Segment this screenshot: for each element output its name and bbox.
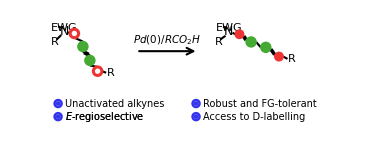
FancyArrowPatch shape — [139, 48, 193, 54]
Text: EWG: EWG — [51, 23, 78, 33]
Text: $E$-regioselective: $E$-regioselective — [65, 110, 145, 124]
Circle shape — [195, 102, 198, 105]
Text: EWG: EWG — [216, 23, 243, 33]
Text: R: R — [51, 37, 59, 47]
Circle shape — [57, 115, 60, 118]
Circle shape — [195, 115, 198, 118]
Circle shape — [78, 42, 88, 51]
Circle shape — [192, 113, 200, 120]
Text: $E$-regioselective: $E$-regioselective — [65, 110, 145, 124]
Circle shape — [192, 100, 200, 107]
Circle shape — [235, 30, 244, 38]
Text: Robust and FG-tolerant: Robust and FG-tolerant — [203, 99, 317, 108]
Circle shape — [57, 102, 60, 105]
Text: R: R — [107, 68, 115, 78]
Circle shape — [85, 55, 95, 65]
Circle shape — [54, 100, 62, 107]
Text: N: N — [60, 25, 69, 38]
Text: Access to D-labelling: Access to D-labelling — [203, 112, 306, 122]
Text: $\it{Pd}$(0)/$\it{RCO}_{2}\it{H}$: $\it{Pd}$(0)/$\it{RCO}_{2}\it{H}$ — [133, 34, 201, 47]
Circle shape — [70, 29, 79, 38]
Circle shape — [54, 113, 62, 120]
Text: R: R — [288, 54, 296, 64]
Text: N: N — [224, 25, 233, 38]
Circle shape — [261, 42, 271, 52]
Circle shape — [246, 37, 256, 47]
Text: Unactivated alkynes: Unactivated alkynes — [65, 99, 165, 108]
Circle shape — [275, 52, 283, 61]
Text: R: R — [215, 37, 222, 47]
Circle shape — [93, 67, 102, 75]
